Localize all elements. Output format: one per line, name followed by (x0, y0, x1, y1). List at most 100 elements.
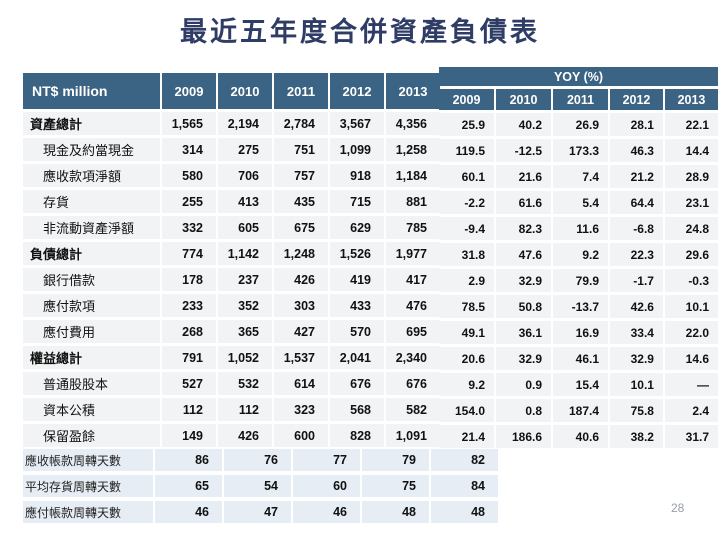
cell-value: 676 (386, 372, 440, 395)
yoy-cell-value: 40.2 (496, 113, 551, 136)
cell-value: 427 (274, 320, 328, 343)
yoy-title-row: YOY (%) (439, 67, 718, 86)
cell-value: 695 (386, 320, 440, 343)
yoy-year-header: 2013 (664, 89, 718, 110)
yoy-row: -2.2 61.6 5.4 64.4 23.1 (439, 191, 718, 214)
cell-value: 1,091 (386, 424, 440, 447)
cell-value: 757 (274, 164, 328, 187)
yoy-row: 78.5 50.8 -13.7 42.6 10.1 (439, 295, 718, 318)
yoy-cell-value: 0.8 (496, 399, 551, 422)
yoy-row: 2.9 32.9 79.9 -1.7 -0.3 (439, 269, 718, 292)
cell-value: 84 (431, 475, 498, 497)
cell-value: 82 (431, 449, 498, 471)
year-header: 2011 (274, 73, 328, 109)
row-label: 應收帳款周轉天數 (23, 449, 153, 471)
cell-value: 77 (293, 449, 360, 471)
yoy-cell-value: 16.9 (553, 321, 608, 344)
cell-value: 751 (274, 138, 328, 161)
yoy-year-header: 2009 (439, 89, 494, 110)
yoy-cell-value: 154.0 (439, 399, 494, 422)
yoy-cell-value: -13.7 (553, 295, 608, 318)
cell-value: 1,052 (218, 346, 272, 369)
yoy-cell-value: -1.7 (610, 269, 663, 292)
cell-value: 149 (162, 424, 216, 447)
yoy-cell-value: 64.4 (610, 191, 663, 214)
yoy-cell-value: 5.4 (553, 191, 608, 214)
row-label: 應付款項 (23, 294, 160, 317)
table-row: 權益總計 791 1,052 1,537 2,041 2,340 (23, 346, 440, 369)
yoy-cell-value: 49.1 (439, 321, 494, 344)
table-row: 資產總計 1,565 2,194 2,784 3,567 4,356 (23, 112, 440, 135)
yoy-cell-value: 14.6 (664, 347, 718, 370)
cell-value: 255 (162, 190, 216, 213)
yoy-row: 21.4 186.6 40.6 38.2 31.7 (439, 425, 718, 448)
yoy-cell-value: 75.8 (610, 399, 663, 422)
yoy-cell-value: -6.8 (610, 217, 663, 240)
row-label: 負債總計 (23, 242, 160, 265)
cell-value: 112 (218, 398, 272, 421)
cell-value: 178 (162, 268, 216, 291)
yoy-cell-value: 10.1 (664, 295, 718, 318)
yoy-cell-value: 32.9 (610, 347, 663, 370)
cell-value: 706 (218, 164, 272, 187)
yoy-cell-value: 28.9 (664, 165, 718, 188)
yoy-cell-value: 82.3 (496, 217, 551, 240)
balance-sheet-header-row: NT$ million 2009 2010 2011 2012 2013 (23, 73, 440, 109)
cell-value: 1,248 (274, 242, 328, 265)
yoy-cell-value: -12.5 (496, 139, 551, 162)
yoy-year-header: 2012 (610, 89, 663, 110)
cell-value: 476 (386, 294, 440, 317)
yoy-row: 60.1 21.6 7.4 21.2 28.9 (439, 165, 718, 188)
year-header: 2009 (162, 73, 216, 109)
cell-value: 426 (274, 268, 328, 291)
yoy-row: 49.1 36.1 16.9 33.4 22.0 (439, 321, 718, 344)
yoy-cell-value: 23.1 (664, 191, 718, 214)
yoy-cell-value: 32.9 (496, 269, 551, 292)
turnover-row: 應付帳款周轉天數 46 47 46 48 48 (23, 501, 498, 523)
yoy-cell-value: 173.3 (553, 139, 608, 162)
turnover-row: 平均存貨周轉天數 65 54 60 75 84 (23, 475, 498, 497)
yoy-cell-value: 14.4 (664, 139, 718, 162)
cell-value: 86 (155, 449, 222, 471)
cell-value: 419 (330, 268, 384, 291)
yoy-cell-value: -0.3 (664, 269, 718, 292)
cell-value: 413 (218, 190, 272, 213)
yoy-row: 154.0 0.8 187.4 75.8 2.4 (439, 399, 718, 422)
cell-value: 54 (224, 475, 291, 497)
yoy-cell-value: 9.2 (553, 243, 608, 266)
yoy-cell-value: 31.8 (439, 243, 494, 266)
yoy-cell-value: 50.8 (496, 295, 551, 318)
yoy-row: -9.4 82.3 11.6 -6.8 24.8 (439, 217, 718, 240)
yoy-row: 20.6 32.9 46.1 32.9 14.6 (439, 347, 718, 370)
cell-value: 791 (162, 346, 216, 369)
yoy-year-header: 2011 (553, 89, 608, 110)
yoy-cell-value: 33.4 (610, 321, 663, 344)
cell-value: 568 (330, 398, 384, 421)
yoy-table: YOY (%) 2009 2010 2011 2012 2013 25.9 40.2 26.… (437, 64, 720, 451)
yoy-cell-value: 79.9 (553, 269, 608, 292)
cell-value: 112 (162, 398, 216, 421)
cell-value: 46 (155, 501, 222, 523)
yoy-cell-value: 47.6 (496, 243, 551, 266)
cell-value: 600 (274, 424, 328, 447)
yoy-cell-value: 42.6 (610, 295, 663, 318)
cell-value: 237 (218, 268, 272, 291)
cell-value: 828 (330, 424, 384, 447)
yoy-cell-value: 119.5 (439, 139, 494, 162)
yoy-cell-value: 32.9 (496, 347, 551, 370)
cell-value: 1,099 (330, 138, 384, 161)
cell-value: 4,356 (386, 112, 440, 135)
cell-value: 46 (293, 501, 360, 523)
slide-title: 最近五年度合併資產負債表 (180, 17, 540, 47)
row-label: 應收款項淨額 (23, 164, 160, 187)
table-row: 存貨 255 413 435 715 881 (23, 190, 440, 213)
cell-value: 75 (362, 475, 429, 497)
row-label: 資本公積 (23, 398, 160, 421)
yoy-cell-value: 46.3 (610, 139, 663, 162)
year-header: 2012 (330, 73, 384, 109)
table-row: 應付款項 233 352 303 433 476 (23, 294, 440, 317)
row-label: 資產總計 (23, 112, 160, 135)
cell-value: 352 (218, 294, 272, 317)
yoy-cell-value: 187.4 (553, 399, 608, 422)
